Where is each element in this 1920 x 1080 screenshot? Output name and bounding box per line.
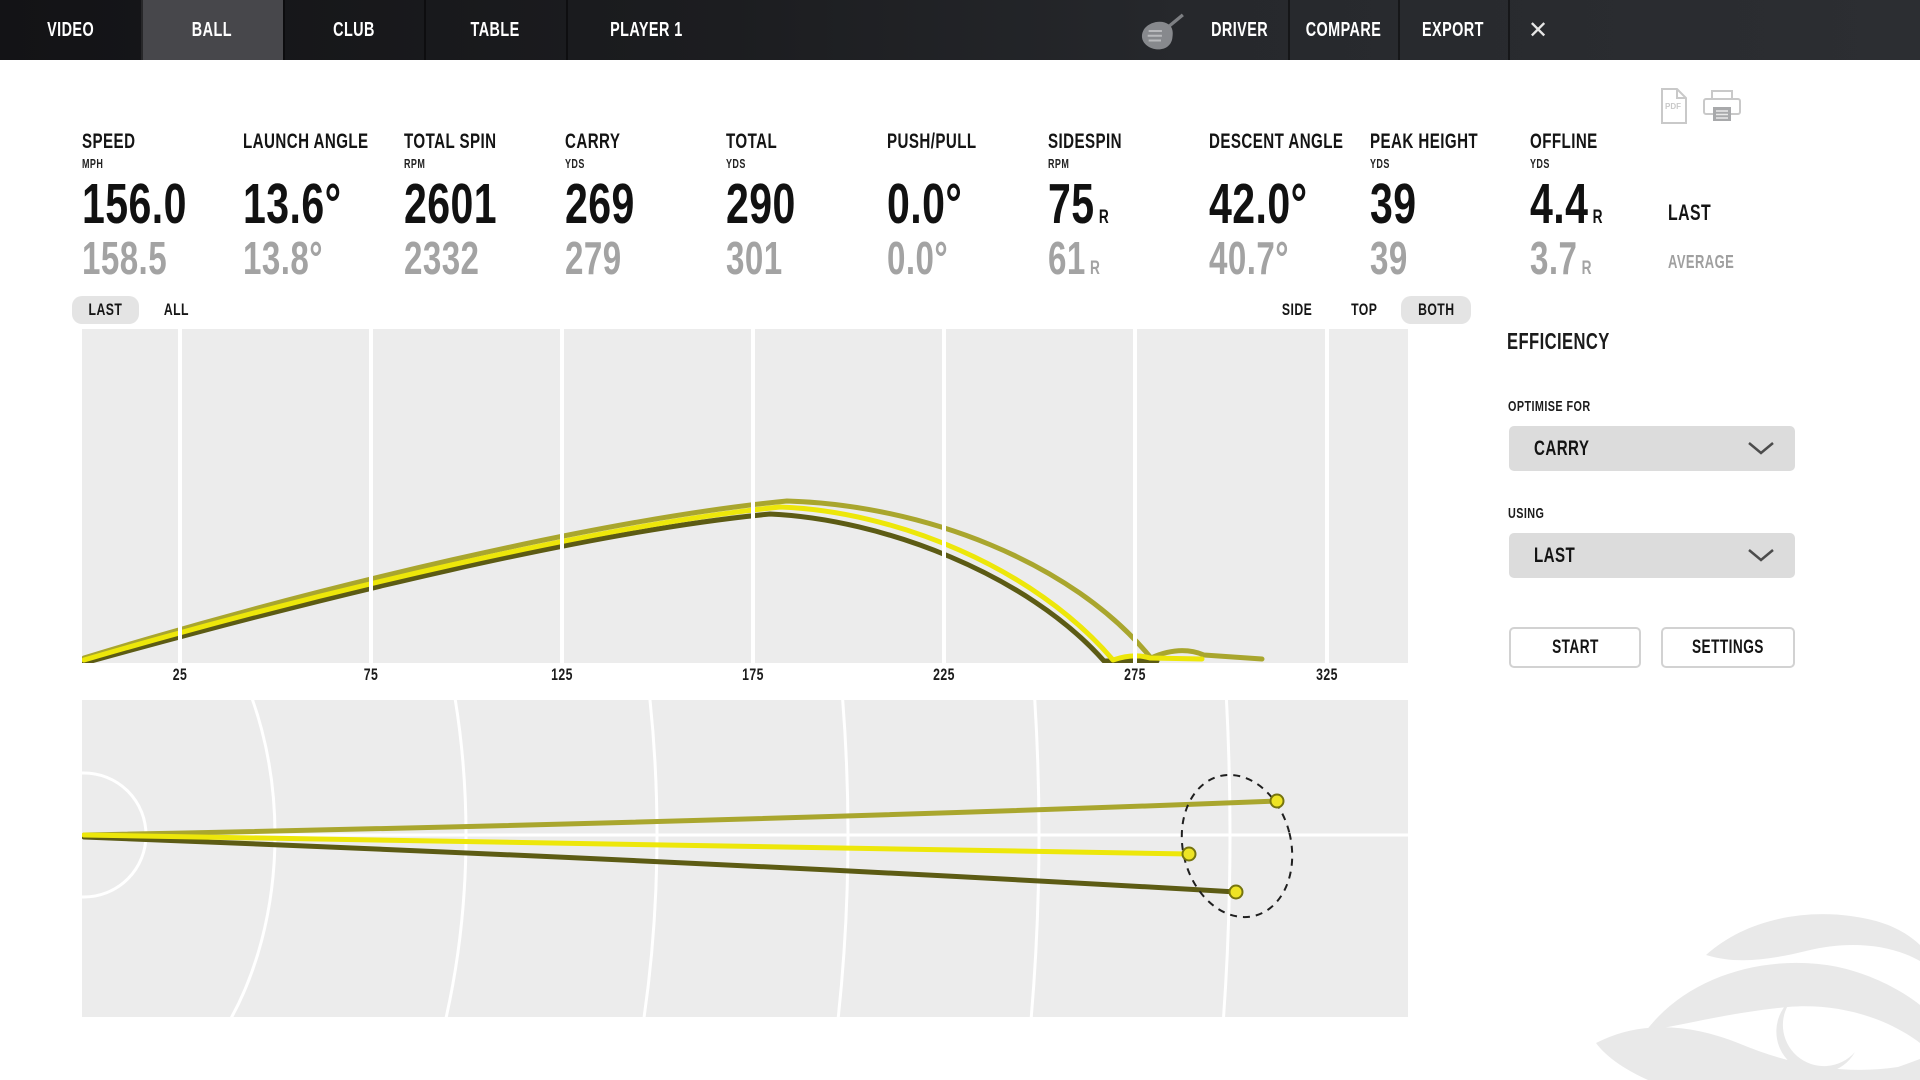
view-toggle: SIDE TOP BOTH <box>1266 296 1472 324</box>
nav-separator <box>1288 0 1290 60</box>
tab-player-1[interactable]: PLAYER 1 <box>609 18 683 41</box>
trajectory-side-view-chart[interactable] <box>82 329 1408 663</box>
stat-launch-angle: LAUNCH ANGLE 13.6° 13.8° <box>243 130 369 284</box>
chevron-down-icon <box>1747 548 1775 563</box>
dispersion-top-view-chart[interactable] <box>82 700 1408 1017</box>
driver-club-icon[interactable] <box>1136 12 1186 50</box>
gridline <box>1325 329 1329 663</box>
shot-filter-all[interactable]: ALL <box>163 300 189 319</box>
nav-separator <box>424 0 426 60</box>
gridline <box>369 329 373 663</box>
row-label-average: AVERAGE <box>1668 252 1735 272</box>
dispersion-ellipse <box>1180 773 1294 919</box>
nav-separator <box>141 0 143 60</box>
start-button[interactable]: START <box>1509 627 1641 668</box>
close-x-icon[interactable]: ✕ <box>1527 16 1549 44</box>
side-view-trajectories <box>82 498 1265 663</box>
stat-carry: CARRY YDS 269 279 <box>565 130 635 284</box>
optimise-for-label: OPTIMISE FOR <box>1508 398 1591 415</box>
eye-logo-watermark <box>1588 903 1920 1080</box>
top-navbar: VIDEO BALL CLUB TABLE PLAYER 1 DRIVER CO… <box>0 0 1920 60</box>
gridline <box>1133 329 1137 663</box>
tab-club[interactable]: CLUB <box>332 18 375 41</box>
tab-video[interactable]: VIDEO <box>47 18 94 41</box>
stat-descent-angle: DESCENT ANGLE 42.0° 40.7° <box>1209 130 1344 284</box>
stat-push-pull: PUSH/PULL 0.0° 0.0° <box>887 130 977 284</box>
landing-dot-last <box>1181 846 1197 862</box>
gridline <box>751 329 755 663</box>
distance-axis: 25 75 125 175 225 275 325 <box>172 665 1338 684</box>
stat-total-spin: TOTAL SPIN RPM 2601 2332 <box>404 130 498 284</box>
settings-button[interactable]: SETTINGS <box>1661 627 1795 668</box>
shot-filter-last[interactable]: LAST <box>72 296 139 324</box>
export-button[interactable]: EXPORT <box>1422 18 1484 41</box>
top-view-dispersion <box>82 700 1408 1017</box>
view-toggle-both[interactable]: BOTH <box>1400 296 1472 324</box>
stat-total: TOTAL YDS 290 301 <box>726 130 796 284</box>
pdf-export-icon[interactable]: PDF <box>1660 87 1688 125</box>
using-dropdown[interactable]: LAST <box>1509 533 1795 578</box>
printer-icon[interactable] <box>1702 90 1742 126</box>
view-toggle-top[interactable]: TOP <box>1351 300 1378 319</box>
gridline <box>942 329 946 663</box>
stat-offline: OFFLINE YDS 4.4 R 3.7 R <box>1530 130 1603 284</box>
stat-sidespin: SIDESPIN RPM 75 R 61 R <box>1048 130 1123 284</box>
optimise-for-dropdown[interactable]: CARRY <box>1509 426 1795 471</box>
gridline <box>560 329 564 663</box>
stat-speed: SPEED MPH 156.0 158.5 <box>82 130 187 284</box>
svg-text:PDF: PDF <box>1665 102 1681 111</box>
tab-table[interactable]: TABLE <box>470 18 520 41</box>
nav-separator <box>1398 0 1400 60</box>
gridline <box>178 329 182 663</box>
landing-dot-olive <box>1269 793 1285 809</box>
nav-separator <box>566 0 568 60</box>
nav-separator <box>283 0 285 60</box>
nav-separator <box>1508 0 1510 60</box>
tab-ball[interactable]: BALL <box>141 0 283 60</box>
efficiency-title: EFFICIENCY <box>1507 328 1610 354</box>
shot-filter-toggle: LAST ALL <box>72 296 204 324</box>
compare-button[interactable]: COMPARE <box>1305 18 1381 41</box>
chevron-down-icon <box>1747 441 1775 456</box>
stat-peak-height: PEAK HEIGHT YDS 39 39 <box>1370 130 1479 284</box>
club-select-label[interactable]: DRIVER <box>1211 18 1269 41</box>
using-label: USING <box>1508 505 1545 522</box>
row-label-last: LAST <box>1668 200 1712 225</box>
landing-dot-dark <box>1228 884 1244 900</box>
view-toggle-side[interactable]: SIDE <box>1281 300 1313 319</box>
